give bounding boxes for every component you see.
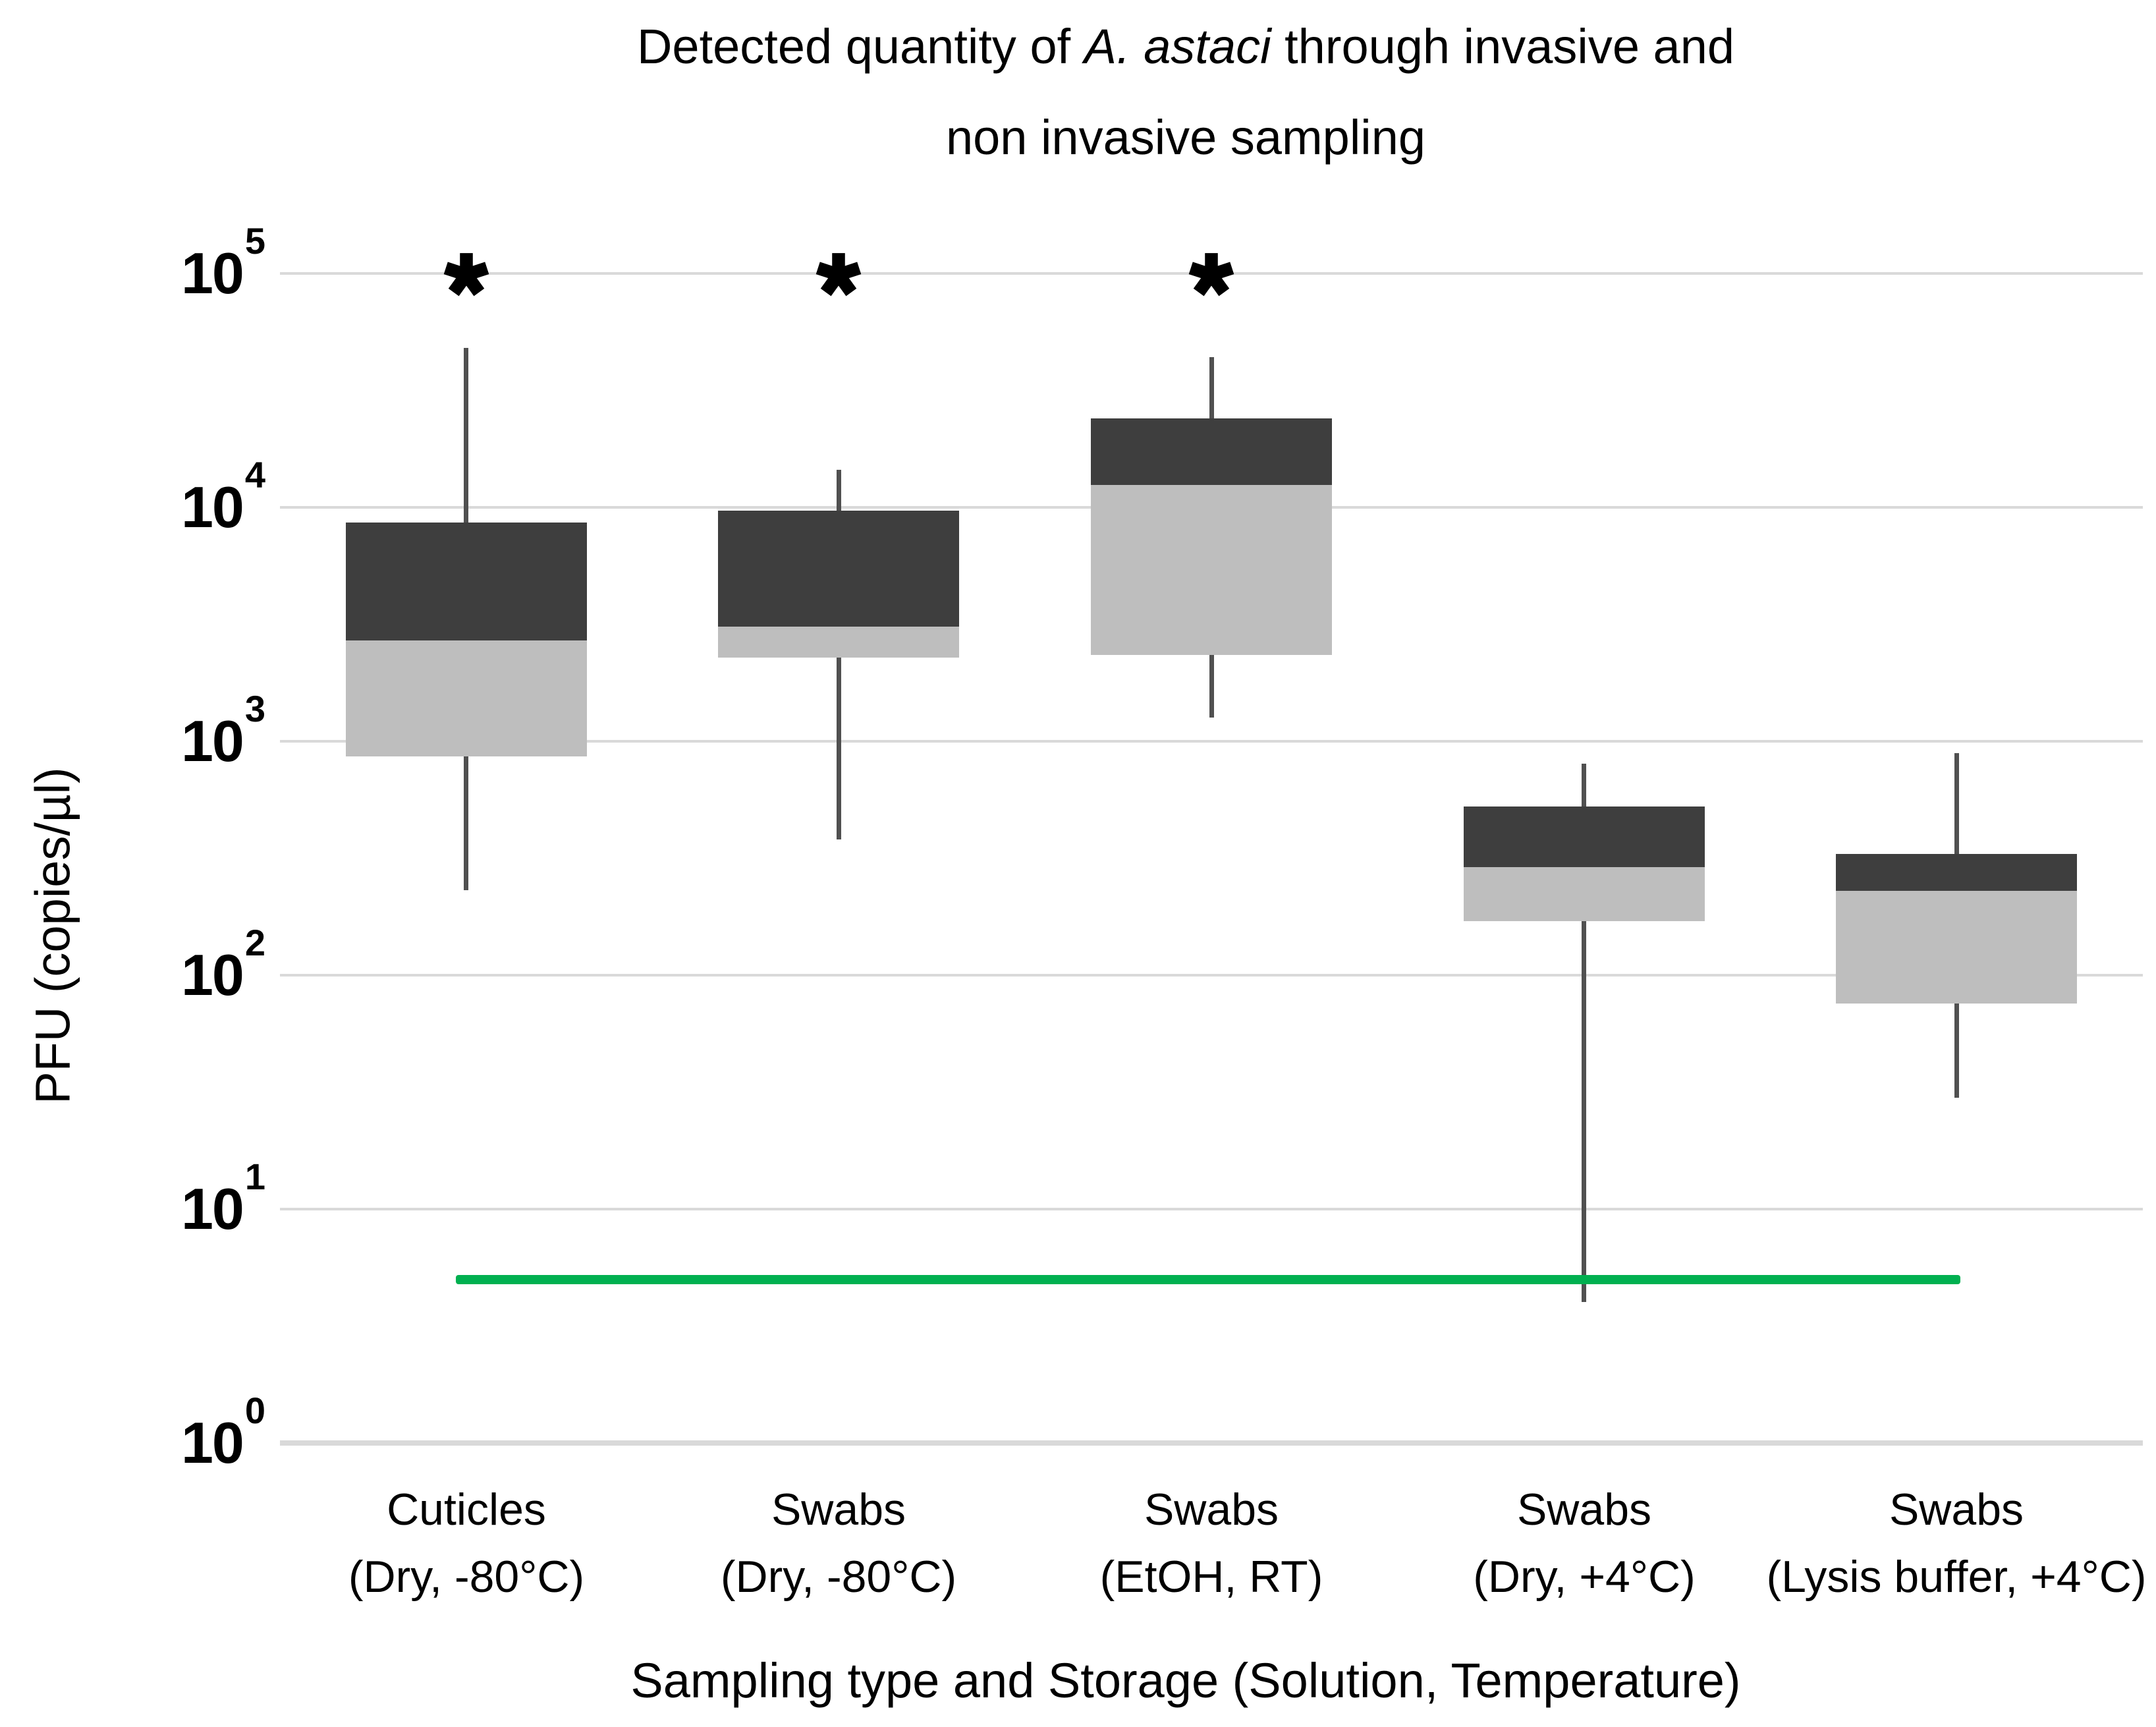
- category-label-line1: Swabs: [1144, 1485, 1279, 1535]
- y-tick-label: 102: [0, 924, 265, 1016]
- y-tick-base: 10: [180, 1176, 244, 1241]
- category-label-line2: (Dry, -80°C): [348, 1552, 585, 1602]
- gridline: [280, 974, 2143, 977]
- category-label: Cuticles (Dry, -80°C): [216, 1476, 717, 1610]
- whisker: [1582, 764, 1586, 1302]
- significance-asterisk: [443, 251, 490, 298]
- category-label: Swabs (Dry, +4°C): [1334, 1476, 1835, 1610]
- category-label: Swabs (Dry, -80°C): [588, 1476, 1089, 1610]
- y-tick-label: 101: [0, 1158, 265, 1250]
- y-tick-exponent: 1: [244, 1155, 265, 1197]
- y-tick-label: 103: [0, 690, 265, 782]
- category-label-line2: (Lysis buffer, +4°C): [1766, 1552, 2147, 1602]
- category-label-line2: (Dry, +4°C): [1473, 1552, 1696, 1602]
- y-tick-base: 10: [180, 942, 244, 1007]
- category-label-line1: Cuticles: [387, 1485, 546, 1535]
- category-label-line2: (Dry, -80°C): [720, 1552, 957, 1602]
- asterisk-icon: [1188, 253, 1234, 297]
- y-tick-base: 10: [180, 241, 244, 306]
- box-lower-quartile: [1091, 485, 1332, 655]
- asterisk-icon: [815, 253, 862, 297]
- title-text: Detected quantity of: [636, 19, 1084, 74]
- significance-asterisk: [815, 251, 862, 298]
- gridline: [280, 1208, 2143, 1210]
- y-tick-exponent: 5: [244, 219, 265, 262]
- box-upper-quartile: [1091, 418, 1332, 485]
- y-tick-base: 10: [180, 708, 244, 774]
- box-upper-quartile: [1836, 854, 2077, 891]
- y-tick-exponent: 3: [244, 687, 265, 729]
- significance-asterisk: [1188, 251, 1235, 298]
- x-axis-title: Sampling type and Storage (Solution, Tem…: [630, 1653, 1741, 1708]
- chart-title-line1: Detected quantity of A. astaci through i…: [263, 1, 2108, 92]
- box-lower-quartile: [1836, 891, 2077, 1004]
- x-axis-line: [280, 1440, 2143, 1446]
- box-upper-quartile: [718, 511, 959, 627]
- category-label-line1: Swabs: [1516, 1485, 1652, 1535]
- title-text-cont: through invasive and: [1271, 19, 1735, 74]
- y-tick-label: 100: [0, 1392, 265, 1484]
- category-label-line1: Swabs: [1889, 1485, 2024, 1535]
- box-lower-quartile: [718, 627, 959, 658]
- category-label: Swabs (EtOH, RT): [961, 1476, 1462, 1610]
- y-tick-exponent: 4: [244, 453, 265, 495]
- title-species-italic: A. astaci: [1084, 19, 1271, 74]
- y-tick-base: 10: [180, 474, 244, 540]
- box-lower-quartile: [1464, 867, 1705, 921]
- chart-title: Detected quantity of A. astaci through i…: [263, 1, 2108, 183]
- detection-limit-line: [456, 1275, 1960, 1284]
- box-lower-quartile: [346, 640, 587, 756]
- category-label: Swabs (Lysis buffer, +4°C): [1706, 1476, 2156, 1610]
- category-label-line1: Swabs: [771, 1485, 906, 1535]
- category-label-line2: (EtOH, RT): [1099, 1552, 1323, 1602]
- box-upper-quartile: [1464, 807, 1705, 867]
- y-tick-exponent: 0: [244, 1389, 265, 1431]
- chart-title-line2: non invasive sampling: [945, 110, 1426, 165]
- y-tick-label: 104: [0, 456, 265, 548]
- box-upper-quartile: [346, 523, 587, 640]
- gridline: [280, 740, 2143, 743]
- y-tick-base: 10: [180, 1410, 244, 1475]
- y-tick-exponent: 2: [244, 921, 265, 963]
- asterisk-icon: [443, 253, 489, 297]
- y-tick-label: 105: [0, 222, 265, 314]
